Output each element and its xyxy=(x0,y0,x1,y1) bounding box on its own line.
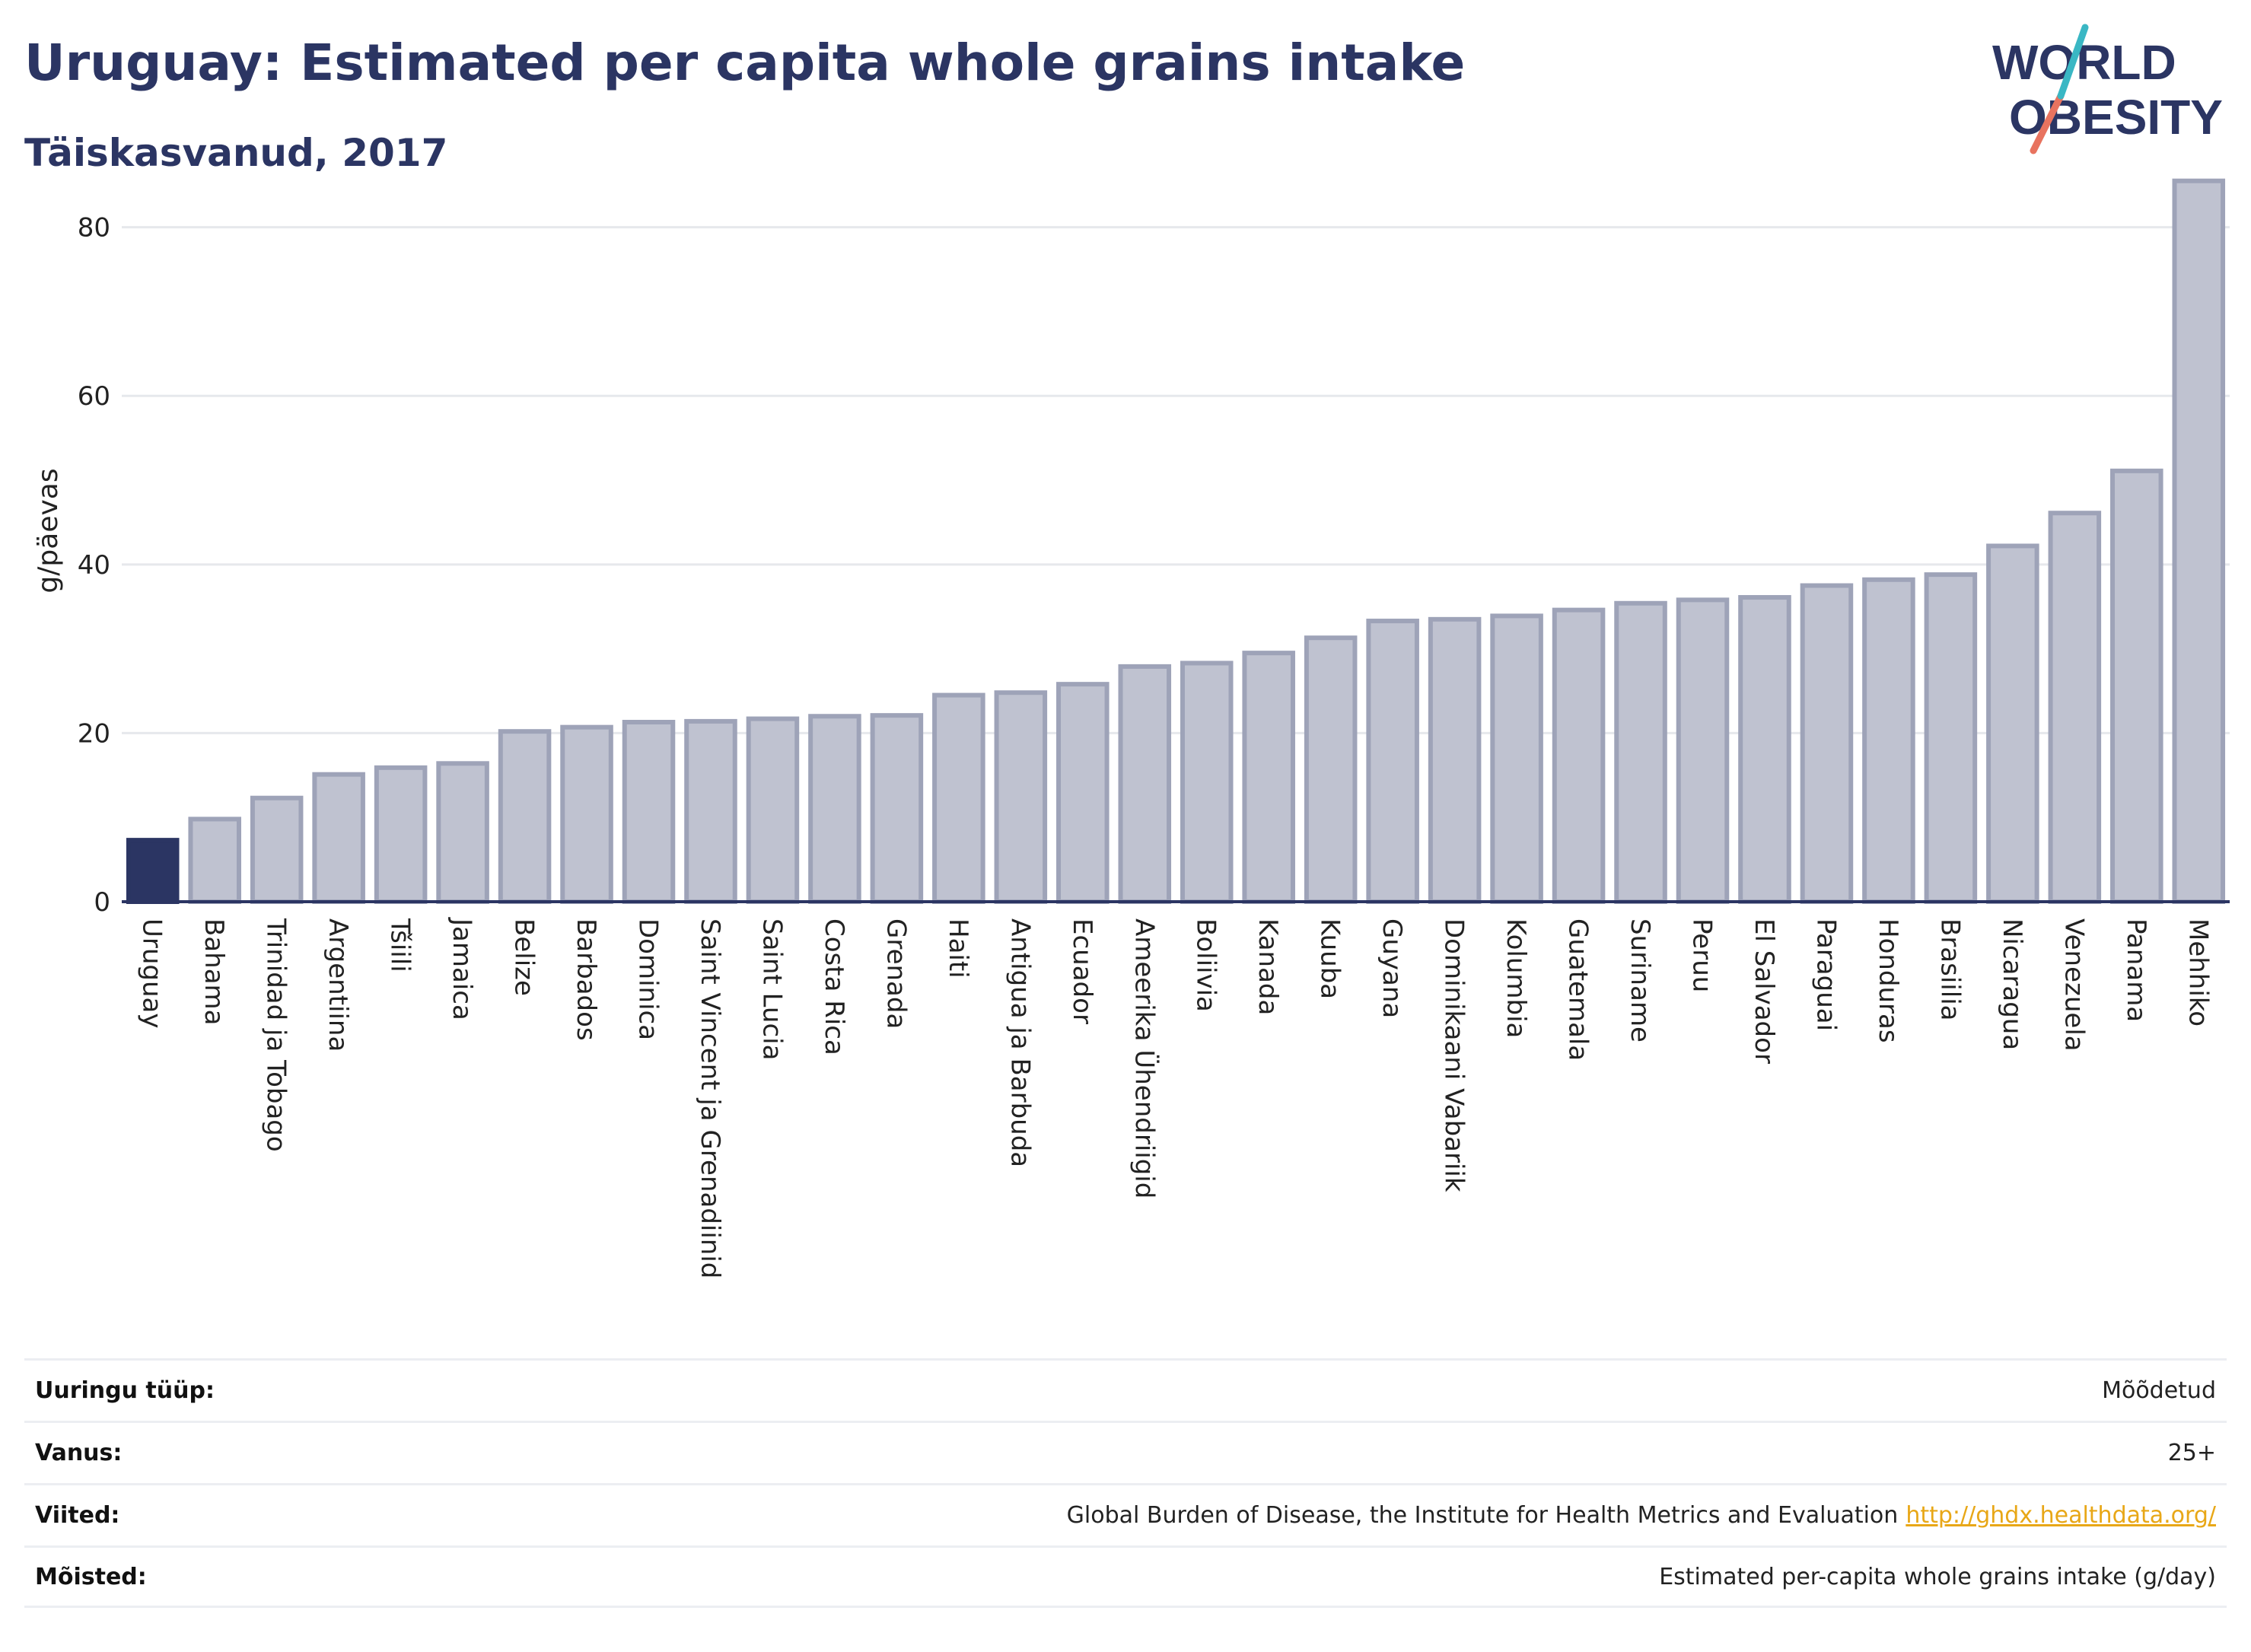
x-tick-label: Belize xyxy=(509,918,540,996)
bar-jamaica xyxy=(436,761,489,905)
x-tick-label: Ecuador xyxy=(1067,918,1097,1024)
bar-dominikaani-vabariik xyxy=(1428,616,1482,904)
x-tick-label: Barbados xyxy=(571,918,601,1041)
bar-argentiina xyxy=(312,772,365,904)
bar-uruguay xyxy=(126,838,180,904)
bar-belize xyxy=(498,729,552,904)
meta-value: 25+ xyxy=(2167,1440,2216,1466)
x-tick-label: Antigua ja Barbuda xyxy=(1005,918,1035,1167)
meta-row-definitions: Mõisted: Estimated per-capita whole grai… xyxy=(24,1545,2227,1608)
x-tick-label: Nicaragua xyxy=(1997,918,2027,1050)
x-tick-label: Boliivia xyxy=(1191,918,1221,1012)
bar-antigua-ja-barbuda xyxy=(994,690,1048,905)
logo-line1: WORLD xyxy=(1992,35,2176,90)
x-tick-label: Ameerika Ühendriigid xyxy=(1129,918,1160,1198)
x-tick-label: Dominikaani Vabariik xyxy=(1439,918,1469,1192)
metadata-table: Uuringu tüüp: Mõõdetud Vanus: 25+ Viited… xyxy=(24,1358,2227,1608)
bar-t-iili xyxy=(374,765,428,904)
x-tick-label: Bahama xyxy=(199,918,229,1026)
bar-honduras xyxy=(1862,577,1915,904)
x-tick-label: Kuuba xyxy=(1315,918,1345,999)
bar-paraguai xyxy=(1800,583,1854,904)
meta-row-survey-type: Uuringu tüüp: Mõõdetud xyxy=(24,1358,2227,1421)
y-tick-label: 0 xyxy=(94,887,110,918)
bar-venezuela xyxy=(2048,511,2102,905)
meta-label: Mõisted: xyxy=(35,1563,147,1590)
bar-kolumbia xyxy=(1490,613,1543,904)
x-tick-label: Guyana xyxy=(1377,918,1407,1018)
meta-value: Estimated per-capita whole grains intake… xyxy=(1659,1563,2216,1590)
x-tick-label: Haiti xyxy=(943,918,973,979)
x-tick-label: Kolumbia xyxy=(1501,918,1531,1038)
meta-label: Viited: xyxy=(35,1502,120,1529)
y-tick-label: 80 xyxy=(78,213,110,244)
bar-boliivia xyxy=(1180,660,1234,904)
meta-row-references: Viited: Global Burden of Disease, the In… xyxy=(24,1483,2227,1545)
bar-peruu xyxy=(1676,597,1730,905)
x-tick-label: Saint Lucia xyxy=(756,918,787,1060)
x-tick-label: Suriname xyxy=(1625,918,1655,1042)
x-tick-label: Kanada xyxy=(1253,918,1283,1015)
bar-costa-rica xyxy=(808,714,861,904)
x-tick-label: Venezuela xyxy=(2058,918,2089,1052)
world-obesity-logo: WORLD OBESITY xyxy=(1992,24,2223,154)
bar-el-salvador xyxy=(1738,595,1791,904)
x-tick-label: Dominica xyxy=(633,918,664,1040)
meta-value-group: Global Burden of Disease, the Institute … xyxy=(1067,1502,2216,1529)
x-tick-label: Argentiina xyxy=(323,918,353,1052)
x-tick-label: Brasiilia xyxy=(1934,918,1965,1020)
bar-dominica xyxy=(622,720,676,904)
bar-guyana xyxy=(1366,619,1419,904)
chart-title: Uruguay: Estimated per capita whole grai… xyxy=(24,33,1466,92)
x-tick-label: Grenada xyxy=(880,918,911,1029)
x-tick-label: Mehhiko xyxy=(2183,918,2213,1027)
meta-label: Vanus: xyxy=(35,1440,123,1466)
meta-row-age: Vanus: 25+ xyxy=(24,1421,2227,1483)
y-tick-label: 40 xyxy=(78,550,110,581)
bar-saint-lucia xyxy=(746,716,800,904)
bar-ecuador xyxy=(1056,682,1110,904)
bar-brasiilia xyxy=(1924,572,1978,904)
y-tick-label: 20 xyxy=(78,718,110,749)
x-tick-label: Peruu xyxy=(1687,918,1718,992)
bar-bahama xyxy=(188,816,241,904)
bar-panama xyxy=(2110,468,2163,904)
x-tick-label: Guatemala xyxy=(1563,918,1594,1061)
bar-nicaragua xyxy=(1986,543,2039,904)
bar-kuuba xyxy=(1304,635,1358,904)
x-tick-label: Trinidad ja Tobago xyxy=(261,918,291,1152)
reference-link[interactable]: http://ghdx.healthdata.org/ xyxy=(1906,1502,2216,1529)
x-tick-label: Costa Rica xyxy=(819,918,849,1055)
meta-value: Global Burden of Disease, the Institute … xyxy=(1066,1502,1899,1529)
x-tick-label: Honduras xyxy=(1873,918,1903,1043)
meta-value: Mõõdetud xyxy=(2102,1377,2216,1404)
y-tick-label: 60 xyxy=(78,381,110,412)
bar-haiti xyxy=(932,692,985,904)
x-tick-label: Panama xyxy=(2121,918,2151,1022)
bar-chart: 0 20 40 60 80 g/päevas Uruguay Bahama Trinidad j… xyxy=(33,178,2230,1278)
bar-guatemala xyxy=(1552,607,1606,904)
bar-suriname xyxy=(1614,600,1667,905)
x-tick-label: Uruguay xyxy=(137,918,167,1029)
meta-label: Uuringu tüüp: xyxy=(35,1377,215,1404)
bar-ameerika-hendriigid xyxy=(1118,664,1172,904)
bar-mehhiko xyxy=(2172,178,2226,905)
y-axis-label: g/päevas xyxy=(33,468,64,593)
x-tick-label: Saint Vincent ja Grenadiinid xyxy=(695,918,725,1278)
x-tick-label: Paraguai xyxy=(1810,918,1841,1031)
bar-saint-vincent-ja-grenadiinid xyxy=(684,718,737,904)
chart-subtitle: Täiskasvanud, 2017 xyxy=(24,131,448,175)
x-tick-label: Jamaica xyxy=(447,917,477,1020)
bar-grenada xyxy=(870,713,924,904)
bar-barbados xyxy=(560,724,613,904)
bar-kanada xyxy=(1242,651,1295,904)
x-tick-label: El Salvador xyxy=(1749,918,1779,1064)
bar-trinidad-ja-tobago xyxy=(250,795,304,904)
x-tick-label: Tšiili xyxy=(385,918,415,972)
